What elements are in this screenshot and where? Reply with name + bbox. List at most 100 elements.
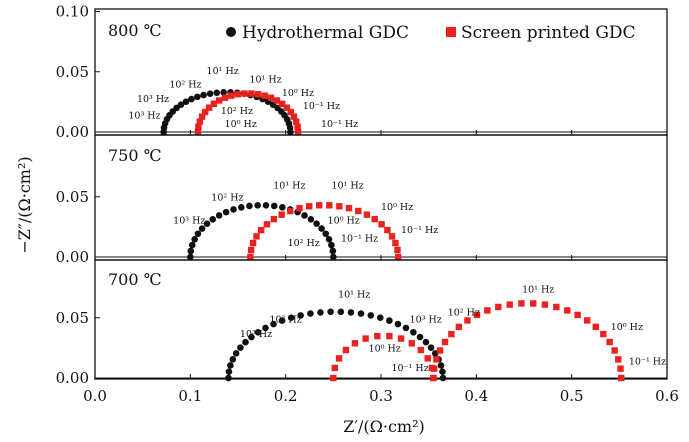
- data-point-hydrothermal: [222, 208, 230, 216]
- data-point-screen-printed: [430, 374, 437, 382]
- data-point-screen-printed: [430, 365, 438, 372]
- data-point-hydrothermal: [439, 368, 446, 376]
- data-point-screen-printed: [278, 211, 285, 218]
- frequency-label: 10⁻¹ Hz: [321, 119, 358, 130]
- data-point-screen-printed: [249, 239, 257, 247]
- data-point-hydrothermal: [416, 333, 424, 341]
- frequency-label: 10⁻¹ Hz: [629, 357, 666, 368]
- x-tick-label: 0.3: [369, 387, 393, 405]
- data-point-hydrothermal: [238, 204, 245, 211]
- data-point-screen-printed: [408, 340, 416, 347]
- x-tick-label: 0.6: [655, 387, 679, 405]
- data-point-screen-printed: [254, 91, 262, 98]
- frequency-label: 10² Hz: [169, 79, 201, 90]
- data-point-screen-printed: [397, 335, 405, 342]
- legend-label-screen-printed: Screen printed GDC: [461, 23, 636, 43]
- frequency-label: 10³ Hz: [173, 215, 205, 226]
- data-point-screen-printed: [335, 355, 343, 362]
- panel-title: 750 ℃: [108, 146, 162, 165]
- data-point-screen-printed: [506, 301, 513, 308]
- data-point-screen-printed: [270, 215, 278, 223]
- frequency-label: 10¹ Hz: [522, 284, 554, 295]
- data-point-hydrothermal: [402, 324, 410, 332]
- data-point-hydrothermal: [254, 201, 261, 209]
- data-point-screen-printed: [331, 364, 338, 372]
- data-point-screen-printed: [384, 226, 391, 234]
- data-point-hydrothermal: [376, 314, 384, 322]
- x-tick-label: 0.2: [274, 387, 298, 405]
- data-point-screen-printed: [210, 100, 218, 108]
- data-point-hydrothermal: [329, 247, 337, 255]
- legend-marker-hydrothermal: [226, 27, 236, 37]
- data-point-hydrothermal: [386, 317, 393, 324]
- data-point-screen-printed: [326, 202, 333, 209]
- data-point-hydrothermal: [270, 320, 277, 328]
- legend-marker-screen-printed: [446, 27, 456, 37]
- data-point-screen-printed: [215, 97, 223, 104]
- data-point-hydrothermal: [327, 308, 334, 316]
- data-point-hydrothermal: [198, 225, 206, 232]
- data-point-screen-printed: [345, 204, 353, 212]
- data-point-screen-printed: [530, 300, 537, 307]
- data-point-screen-printed: [363, 211, 371, 218]
- data-point-screen-printed: [261, 92, 268, 99]
- data-point-screen-printed: [441, 338, 449, 346]
- data-point-hydrothermal: [225, 368, 233, 376]
- data-point-hydrothermal: [177, 101, 185, 108]
- data-point-screen-printed: [417, 346, 425, 354]
- data-point-screen-printed: [294, 123, 301, 130]
- data-point-screen-printed: [394, 246, 401, 254]
- data-point-screen-printed: [247, 246, 255, 254]
- data-point-hydrothermal: [262, 324, 269, 332]
- data-point-hydrothermal: [229, 356, 237, 363]
- frequency-label: 10¹ Hz: [207, 66, 239, 77]
- data-point-hydrothermal: [301, 212, 308, 219]
- frequency-label: 10¹ Hz: [273, 180, 305, 191]
- data-point-hydrothermal: [328, 241, 335, 249]
- data-point-hydrothermal: [187, 253, 194, 261]
- data-point-hydrothermal: [297, 312, 304, 319]
- data-point-screen-printed: [611, 347, 618, 354]
- data-point-screen-printed: [234, 91, 242, 98]
- data-point-screen-printed: [194, 128, 202, 136]
- legend-label-hydrothermal: Hydrothermal GDC: [242, 23, 409, 43]
- data-point-hydrothermal: [313, 220, 320, 227]
- data-point-hydrothermal: [262, 201, 270, 209]
- data-point-hydrothermal: [182, 98, 190, 105]
- x-tick-label: 0.4: [464, 387, 488, 405]
- frequency-label: 10⁻¹ Hz: [303, 101, 340, 112]
- data-point-screen-printed: [351, 340, 359, 347]
- data-point-screen-printed: [287, 108, 294, 116]
- data-point-screen-printed: [606, 338, 613, 346]
- y-tick-label: 0.05: [56, 63, 89, 81]
- frequency-label: 10⁰ Hz: [328, 215, 360, 226]
- data-point-hydrothermal: [232, 350, 240, 357]
- data-point-hydrothermal: [206, 90, 214, 97]
- y-tick-label: 0.10: [56, 3, 89, 21]
- data-point-hydrothermal: [422, 338, 430, 346]
- y-tick-label: 0.00: [56, 369, 89, 387]
- data-point-hydrothermal: [254, 328, 262, 336]
- data-point-screen-printed: [198, 113, 206, 120]
- data-point-screen-printed: [615, 356, 622, 363]
- data-point-hydrothermal: [213, 89, 221, 97]
- data-point-hydrothermal: [237, 344, 244, 351]
- data-point-screen-printed: [195, 123, 202, 130]
- data-point-hydrothermal: [194, 93, 201, 101]
- frequency-label: 10² Hz: [211, 192, 243, 203]
- y-tick-label: 0.05: [56, 188, 89, 206]
- x-tick-label: 0.0: [83, 387, 107, 405]
- data-point-screen-printed: [371, 215, 378, 223]
- data-point-screen-printed: [228, 92, 235, 99]
- data-point-hydrothermal: [322, 230, 330, 238]
- data-point-screen-printed: [455, 323, 463, 331]
- data-point-hydrothermal: [287, 314, 295, 322]
- data-point-screen-printed: [433, 356, 440, 363]
- data-point-screen-printed: [247, 253, 254, 261]
- data-point-hydrothermal: [307, 216, 315, 223]
- data-point-screen-printed: [374, 332, 381, 340]
- y-tick-label: 0.00: [56, 123, 89, 141]
- data-point-screen-printed: [618, 374, 625, 382]
- data-point-hydrothermal: [248, 333, 255, 341]
- data-point-screen-printed: [294, 128, 302, 136]
